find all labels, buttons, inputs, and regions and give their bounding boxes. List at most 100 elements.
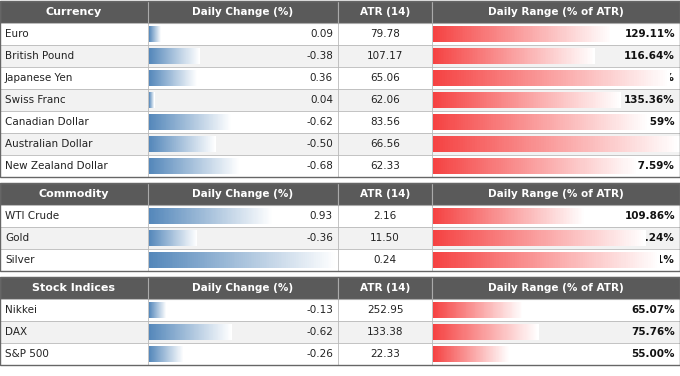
Bar (507, 346, 508, 362)
Bar (186, 70, 187, 86)
Bar (581, 136, 583, 152)
Bar (451, 346, 452, 362)
Bar (435, 252, 438, 268)
Bar (561, 70, 564, 86)
Bar (517, 302, 518, 318)
Bar (169, 230, 170, 246)
Bar (254, 252, 256, 268)
Bar (598, 70, 602, 86)
Bar (512, 324, 513, 340)
Bar (492, 252, 495, 268)
Bar (196, 70, 197, 86)
Bar (442, 252, 445, 268)
Bar (158, 136, 160, 152)
Bar (151, 158, 152, 174)
Bar (551, 92, 554, 108)
Bar (151, 230, 152, 246)
Bar (471, 92, 473, 108)
Bar (447, 26, 449, 42)
Bar (543, 208, 545, 224)
Bar (433, 114, 436, 130)
Bar (254, 208, 256, 224)
Bar (156, 230, 157, 246)
Bar (580, 230, 582, 246)
Bar (632, 252, 635, 268)
Bar (148, 183, 338, 205)
Bar (518, 230, 521, 246)
Bar (519, 252, 522, 268)
Bar (224, 252, 226, 268)
Text: 0.36: 0.36 (310, 73, 333, 83)
Bar (207, 208, 209, 224)
Bar (191, 324, 192, 340)
Bar (214, 208, 216, 224)
Bar (571, 26, 573, 42)
Bar (596, 92, 599, 108)
Bar (543, 114, 546, 130)
Bar (473, 230, 476, 246)
Bar (611, 70, 613, 86)
Bar (585, 48, 588, 64)
Bar (161, 70, 163, 86)
Bar (154, 70, 155, 86)
Bar (165, 158, 166, 174)
Bar (544, 70, 547, 86)
Bar (488, 346, 489, 362)
Bar (577, 48, 579, 64)
Bar (511, 230, 514, 246)
Bar (162, 346, 163, 362)
Bar (152, 136, 154, 152)
Bar (194, 324, 195, 340)
Bar (181, 230, 182, 246)
Bar (452, 158, 454, 174)
Bar (562, 252, 565, 268)
Bar (509, 114, 511, 130)
Bar (162, 70, 163, 86)
Bar (461, 346, 462, 362)
Bar (253, 208, 255, 224)
Bar (514, 136, 517, 152)
Bar (186, 230, 187, 246)
Bar (551, 114, 554, 130)
Bar (155, 136, 156, 152)
Bar (635, 230, 638, 246)
Bar (593, 48, 595, 64)
Bar (558, 70, 561, 86)
Bar (443, 48, 445, 64)
Bar (228, 158, 231, 174)
Bar (0, 249, 148, 271)
Bar (159, 324, 160, 340)
Bar (158, 114, 159, 130)
Bar (169, 70, 171, 86)
Bar (335, 252, 337, 268)
Bar (649, 70, 651, 86)
Bar (179, 114, 180, 130)
Bar (152, 230, 154, 246)
Bar (592, 48, 594, 64)
Bar (558, 208, 560, 224)
Bar (316, 252, 319, 268)
Bar (432, 155, 680, 177)
Bar (492, 324, 494, 340)
Bar (546, 252, 549, 268)
Bar (480, 346, 481, 362)
Bar (171, 346, 172, 362)
Bar (174, 230, 175, 246)
Bar (598, 252, 601, 268)
Bar (155, 346, 156, 362)
Bar (217, 252, 219, 268)
Bar (538, 208, 540, 224)
Bar (530, 26, 532, 42)
Bar (182, 230, 183, 246)
Text: 153.24%: 153.24% (624, 233, 675, 243)
Bar (569, 26, 571, 42)
Bar (474, 302, 475, 318)
Bar (207, 114, 209, 130)
Bar (248, 208, 250, 224)
Bar (530, 48, 532, 64)
Bar (527, 48, 529, 64)
Bar (589, 26, 591, 42)
Bar (190, 48, 192, 64)
Bar (638, 114, 641, 130)
Bar (503, 26, 505, 42)
